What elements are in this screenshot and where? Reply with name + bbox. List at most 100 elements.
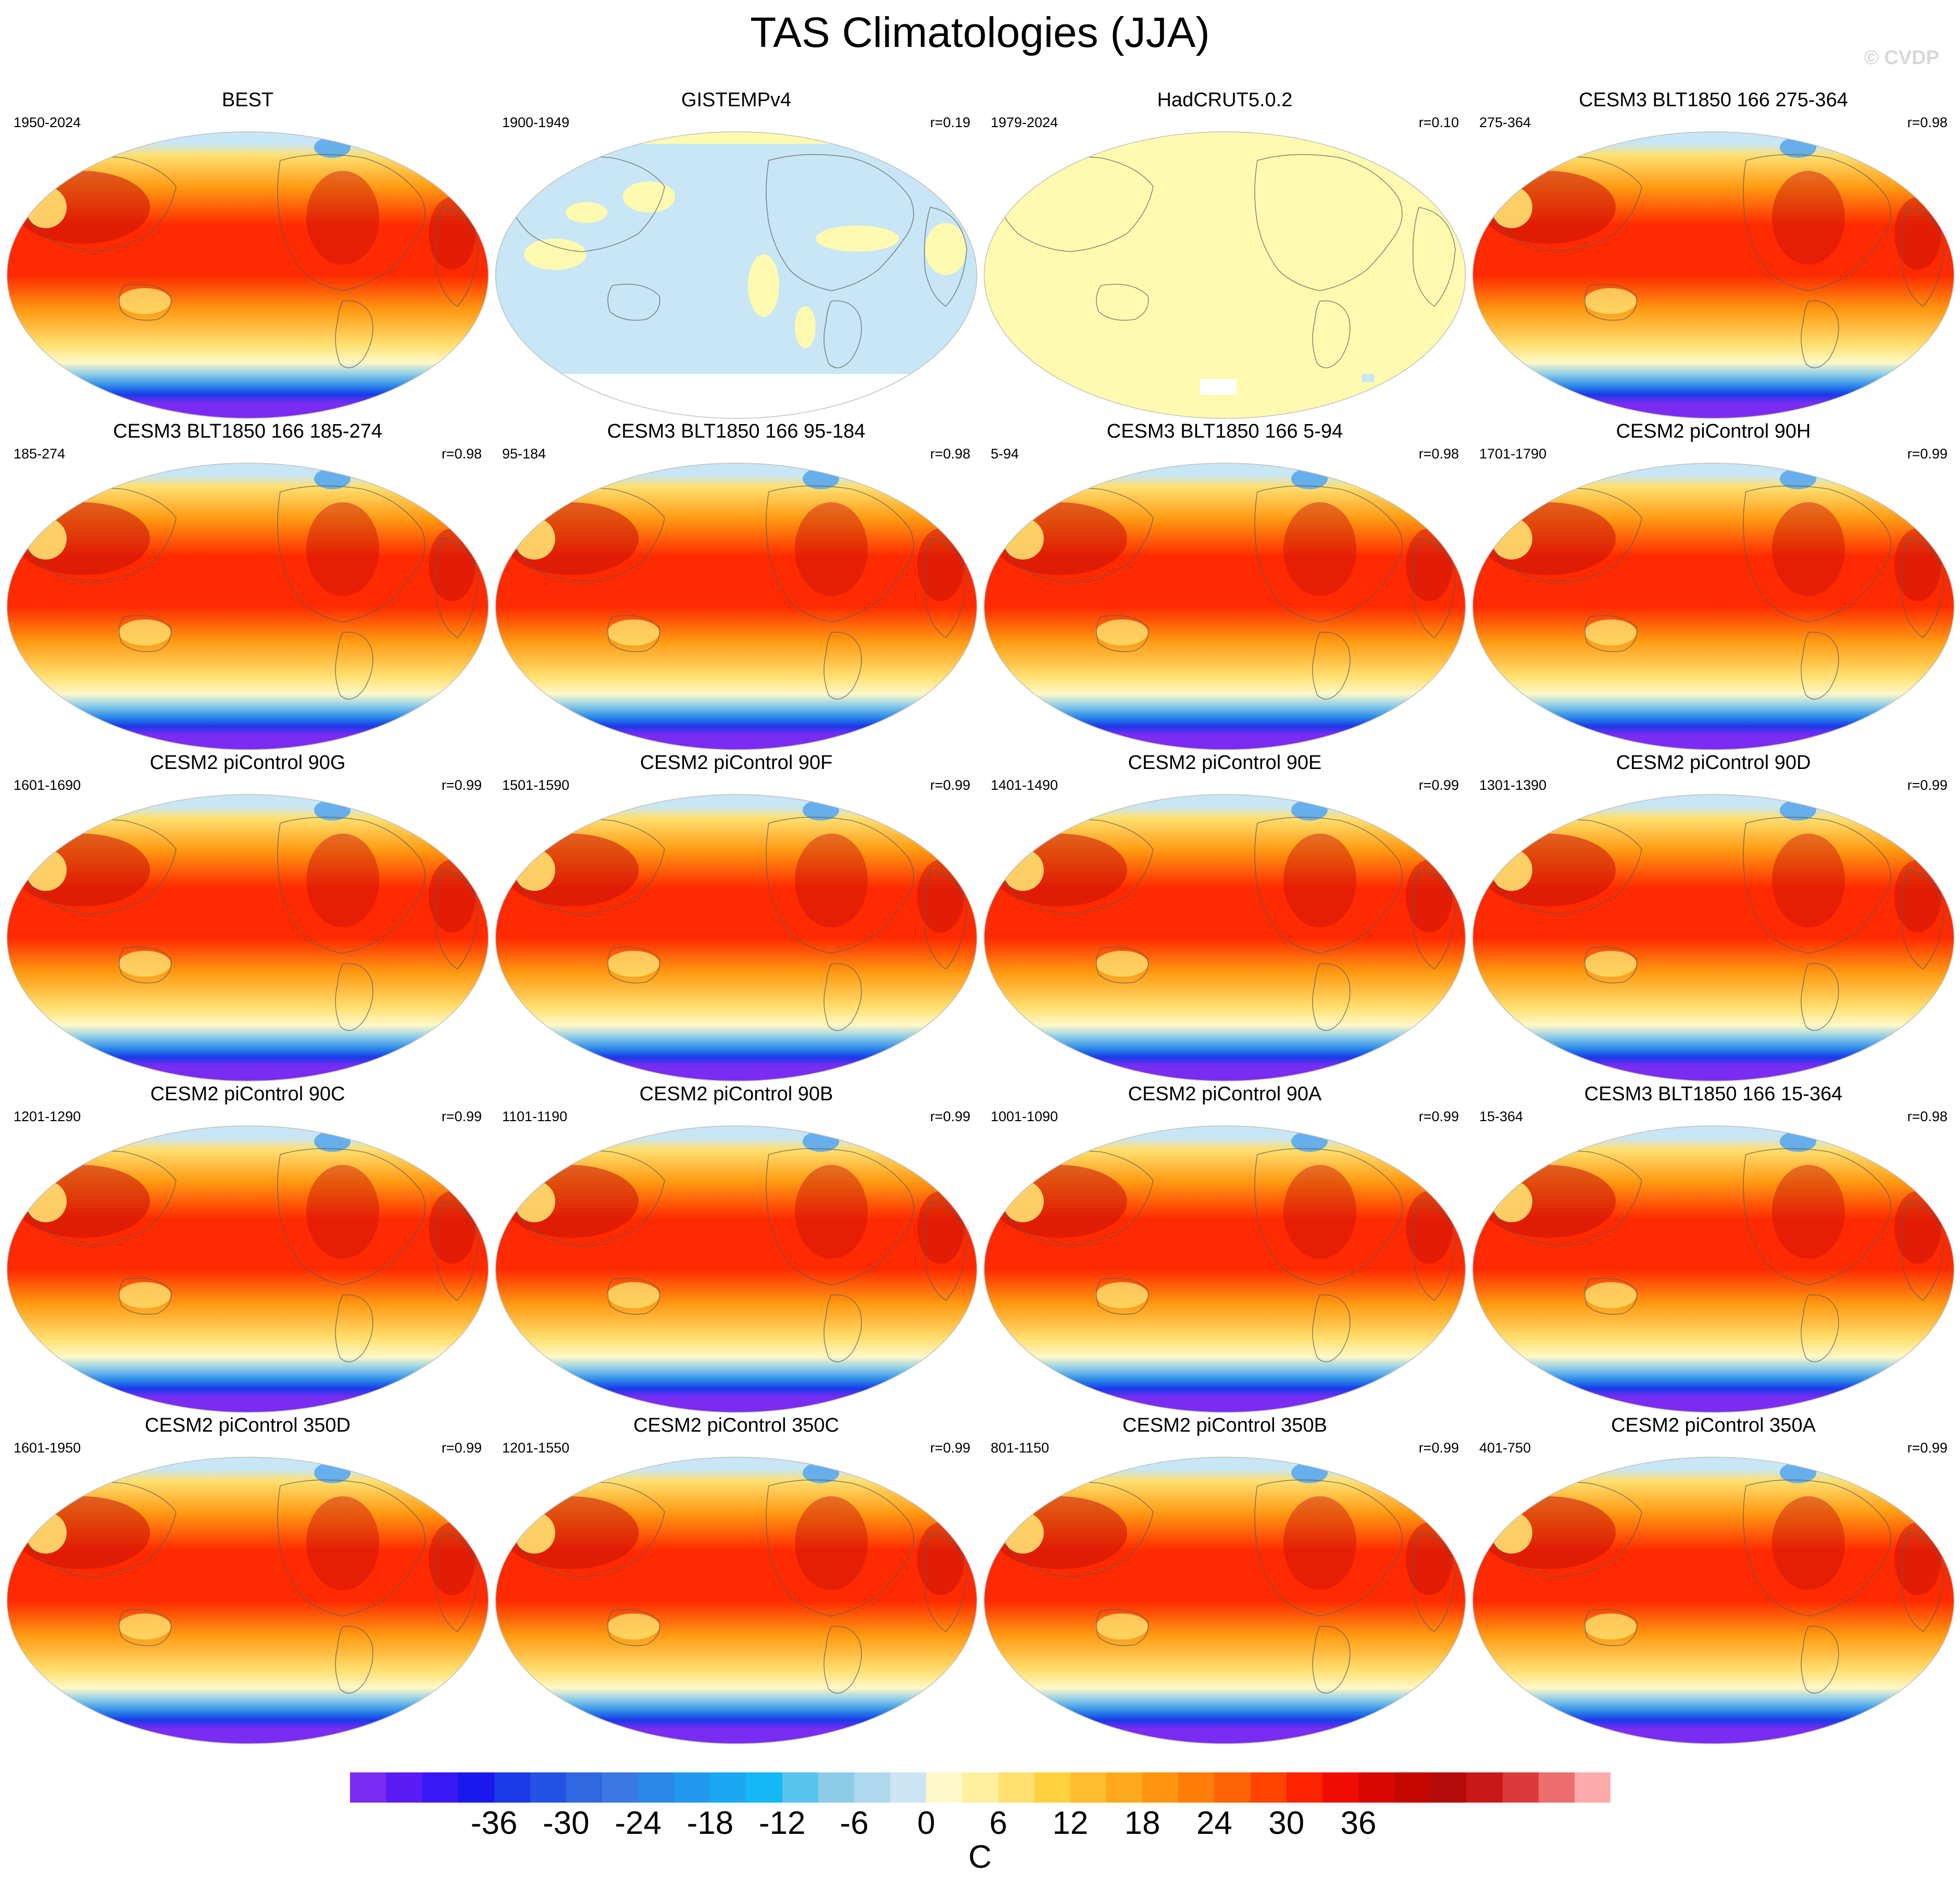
colorbar-segment [854, 1772, 891, 1803]
panel-title: HadCRUT5.0.2 [1157, 89, 1293, 111]
colorbar-segment [458, 1772, 495, 1803]
colorbar-segment [638, 1772, 675, 1803]
panel-correlation: r=0.99 [930, 1109, 970, 1124]
colorbar-segment [926, 1772, 963, 1803]
panel-title: CESM2 piControl 90A [1128, 1083, 1322, 1105]
colorbar-tick-label: 18 [1124, 1805, 1160, 1841]
panel-correlation: r=0.99 [1907, 1440, 1947, 1456]
map-panel: CESM2 piControl 90H 1701-1790 r=0.99 [1470, 420, 1957, 751]
world-map [6, 1125, 489, 1413]
world-map [495, 1125, 978, 1413]
colorbar-tick-label: -24 [615, 1805, 661, 1841]
colorbar-tick-label: 6 [989, 1805, 1007, 1841]
colorbar-tick-label: -36 [470, 1805, 518, 1841]
colorbar-tick-label: 30 [1268, 1805, 1305, 1841]
panel-period: 1201-1550 [502, 1440, 570, 1456]
map-panel: CESM3 BLT1850 166 95-184 95-184 r=0.98 [493, 420, 980, 751]
colorbar-segment [386, 1772, 422, 1803]
panel-title: CESM2 piControl 90H [1616, 420, 1811, 442]
panel-period: 1301-1390 [1479, 777, 1547, 793]
panel-correlation: r=0.99 [441, 777, 482, 793]
colorbar-segment [1538, 1772, 1575, 1803]
colorbar-segment [1142, 1772, 1179, 1803]
colorbar-segment [962, 1772, 999, 1803]
panel-title: CESM3 BLT1850 166 15-364 [1584, 1083, 1843, 1105]
colorbar-segment [1502, 1772, 1539, 1803]
map-panel: CESM2 piControl 350B 801-1150 r=0.99 [981, 1414, 1468, 1745]
panel-period: 95-184 [502, 446, 546, 462]
panel-title: CESM2 piControl 90G [149, 752, 346, 774]
colorbar-segment [494, 1772, 531, 1803]
map-panel: CESM2 piControl 350D 1601-1950 r=0.99 [4, 1414, 491, 1745]
colorbar-segment [1394, 1772, 1431, 1803]
map-panel: CESM3 BLT1850 166 5-94 5-94 r=0.98 [981, 420, 1468, 751]
world-map [495, 1457, 978, 1744]
panel-period: 1501-1590 [502, 777, 570, 793]
panel-correlation: r=0.99 [441, 1440, 482, 1456]
map-panel: CESM2 piControl 90F 1501-1590 r=0.99 [493, 751, 980, 1082]
panel-correlation: r=0.98 [1907, 1109, 1947, 1124]
panel-title: CESM2 piControl 90D [1616, 752, 1811, 774]
panel-correlation: r=0.98 [441, 446, 482, 462]
panel-period: 1001-1090 [991, 1109, 1058, 1124]
colorbar-segment [1322, 1772, 1359, 1803]
colorbar-unit: C [968, 1839, 992, 1875]
colorbar-segment [422, 1772, 458, 1803]
colorbar-segment [1430, 1772, 1467, 1803]
panel-title: CESM3 BLT1850 166 5-94 [1106, 420, 1343, 442]
panel-correlation: r=0.98 [1418, 446, 1459, 462]
map-panel: CESM2 piControl 90E 1401-1490 r=0.99 [981, 751, 1468, 1082]
colorbar-segment [1574, 1772, 1611, 1803]
world-map [6, 131, 489, 419]
panel-title: CESM3 BLT1850 166 95-184 [607, 420, 866, 442]
panel-period: 1979-2024 [991, 115, 1058, 130]
figure-title: TAS Climatologies (JJA) [750, 9, 1210, 56]
panel-title: CESM2 piControl 90E [1128, 752, 1322, 774]
world-map [983, 1125, 1466, 1413]
panel-title: CESM2 piControl 350C [633, 1414, 839, 1436]
panel-title: CESM3 BLT1850 166 185-274 [113, 420, 382, 442]
map-panel: CESM2 piControl 350C 1201-1550 r=0.99 [493, 1414, 980, 1745]
world-map [6, 463, 489, 750]
map-panel: CESM2 piControl 90C 1201-1290 r=0.99 [4, 1083, 491, 1413]
map-panel: CESM2 piControl 90G 1601-1690 r=0.99 [4, 751, 491, 1082]
colorbar-segment [1358, 1772, 1395, 1803]
world-map [1472, 794, 1955, 1082]
colorbar-segment [710, 1772, 747, 1803]
panel-correlation: r=0.99 [1418, 1109, 1459, 1124]
map-panel: CESM3 BLT1850 166 15-364 15-364 r=0.98 [1470, 1083, 1957, 1413]
panel-correlation: r=0.98 [930, 446, 970, 462]
panel-period: 1950-2024 [14, 115, 81, 130]
panel-correlation: r=0.99 [1907, 446, 1947, 462]
map-panel: CESM2 piControl 90D 1301-1390 r=0.99 [1470, 751, 1957, 1082]
panel-period: 1601-1690 [14, 777, 81, 793]
world-map [6, 794, 489, 1082]
world-map [1472, 131, 1955, 419]
panel-title: GISTEMPv4 [681, 89, 792, 111]
panel-title: BEST [221, 89, 274, 111]
world-map [983, 794, 1466, 1082]
world-map [1472, 1457, 1955, 1744]
panel-period: 1401-1490 [991, 777, 1058, 793]
panel-title: CESM2 piControl 90C [150, 1083, 345, 1105]
colorbar-segment [350, 1772, 386, 1803]
panel-period: 1101-1190 [502, 1109, 568, 1124]
panel-period: 401-750 [1479, 1440, 1531, 1456]
world-map [495, 794, 978, 1082]
panel-period: 185-274 [14, 446, 66, 462]
panel-period: 1601-1950 [14, 1440, 81, 1456]
colorbar-segment [1178, 1772, 1215, 1803]
colorbar-segment [782, 1772, 819, 1803]
panel-period: 275-364 [1479, 115, 1531, 130]
map-panel: CESM3 BLT1850 166 275-364 275-364 r=0.98 [1470, 89, 1957, 419]
panel-title: CESM2 piControl 90B [639, 1083, 833, 1105]
colorbar-segment [1214, 1772, 1251, 1803]
panel-period: 801-1150 [991, 1440, 1050, 1456]
colorbar-segment [890, 1772, 927, 1803]
map-panel: CESM2 piControl 350A 401-750 r=0.99 [1470, 1414, 1957, 1745]
colorbar-segment [1286, 1772, 1323, 1803]
panel-correlation: r=0.99 [441, 1109, 482, 1124]
panel-title: CESM2 piControl 350D [145, 1414, 351, 1436]
world-map [495, 463, 978, 750]
colorbar-tick-label: -30 [543, 1805, 590, 1841]
